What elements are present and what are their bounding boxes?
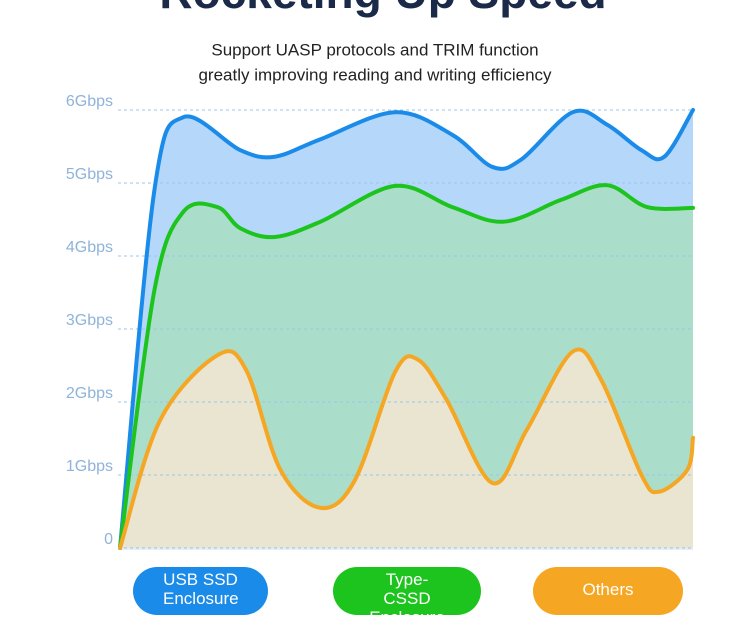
- y-tick-label: 1Gbps: [66, 458, 113, 475]
- y-tick-label: 3Gbps: [66, 312, 113, 329]
- y-tick-label: 2Gbps: [66, 385, 113, 402]
- series-line: [118, 108, 695, 550]
- legend-item: Type-CSSD Enclosure: [333, 567, 481, 627]
- legend-item: USB SSD Enclosure: [133, 567, 268, 615]
- subtitle-line: greatly improving reading and writing ef…: [198, 65, 552, 84]
- y-tick-label: 5Gbps: [66, 166, 113, 183]
- subtitle-line: Support UASP protocols and TRIM function: [211, 40, 538, 59]
- area-fill: [120, 349, 693, 548]
- legend-item: Others: [533, 567, 683, 615]
- y-tick-label: 4Gbps: [66, 239, 113, 256]
- y-tick-label: 6Gbps: [66, 93, 113, 110]
- page: Rocketing Up Speed Support UASP protocol…: [65, 0, 695, 615]
- series-line: [118, 347, 695, 550]
- chart-title: Rocketing Up Speed: [159, 0, 606, 18]
- series-line: [118, 183, 695, 550]
- y-tick-label: 0: [104, 531, 113, 548]
- chart: Rocketing Up Speed Support UASP protocol…: [66, 0, 695, 550]
